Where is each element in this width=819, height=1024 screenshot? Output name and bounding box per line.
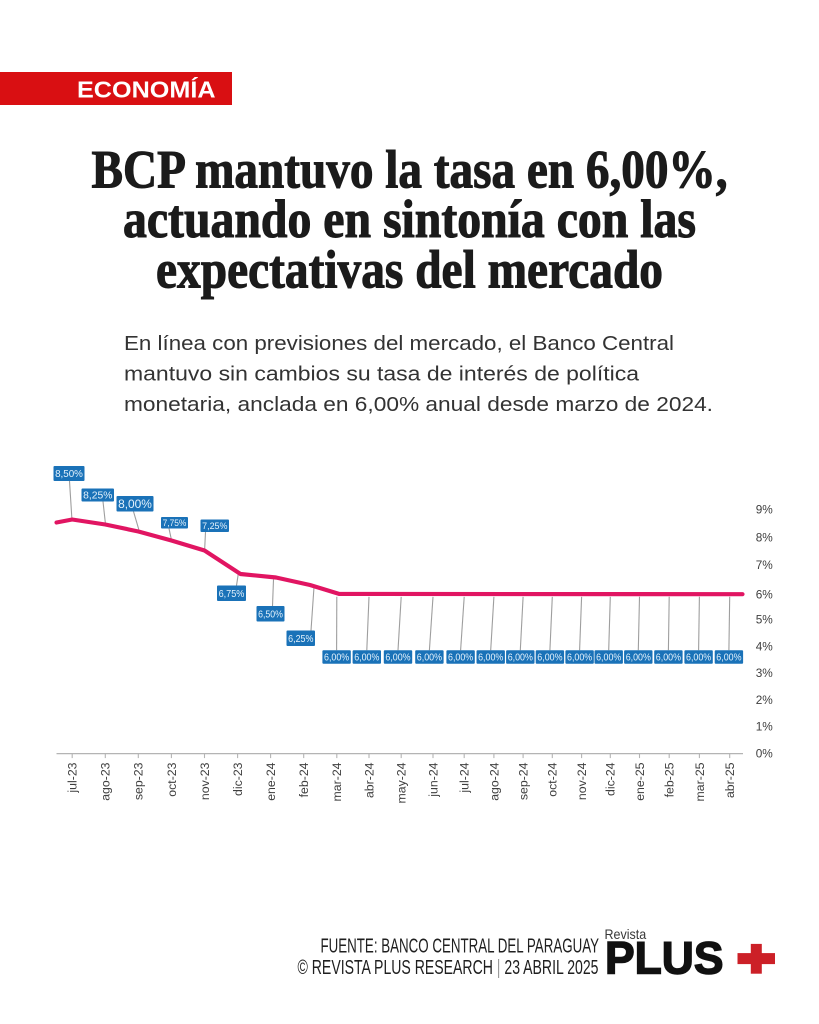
svg-text:expectativas del mercado: expectativas del mercado xyxy=(156,239,663,300)
svg-text:jun-24: jun-24 xyxy=(426,762,440,797)
svg-text:ago-24: ago-24 xyxy=(487,762,501,800)
svg-text:8,00%: 8,00% xyxy=(118,497,152,511)
svg-text:6,00%: 6,00% xyxy=(567,653,592,664)
svg-text:6,00%: 6,00% xyxy=(324,653,349,664)
svg-text:ago-23: ago-23 xyxy=(99,762,113,800)
svg-text:6,00%: 6,00% xyxy=(537,653,562,664)
svg-text:oct-23: oct-23 xyxy=(165,762,179,796)
svg-text:ene-24: ene-24 xyxy=(264,762,278,800)
svg-text:6,00%: 6,00% xyxy=(354,653,379,664)
svg-text:nov-24: nov-24 xyxy=(575,762,589,800)
svg-text:7,75%: 7,75% xyxy=(163,518,187,528)
svg-text:5%: 5% xyxy=(756,613,774,627)
svg-text:abr-25: abr-25 xyxy=(723,762,737,798)
svg-text:abr-24: abr-24 xyxy=(362,762,376,798)
svg-text:1%: 1% xyxy=(756,720,774,734)
svg-text:9%: 9% xyxy=(756,503,774,517)
svg-text:6,00%: 6,00% xyxy=(508,653,533,664)
svg-text:6,00%: 6,00% xyxy=(626,653,651,664)
svg-text:may-24: may-24 xyxy=(395,762,409,803)
svg-text:8%: 8% xyxy=(756,531,774,545)
svg-text:© REVISTA PLUS RESEARCH | 23 A: © REVISTA PLUS RESEARCH | 23 ABRIL 2025 xyxy=(298,956,599,979)
svg-text:actuando en sintonía con las: actuando en sintonía con las xyxy=(123,188,696,249)
svg-text:6,50%: 6,50% xyxy=(258,609,283,620)
svg-text:6,00%: 6,00% xyxy=(448,653,473,664)
svg-text:PLUS: PLUS xyxy=(605,933,724,984)
svg-text:6%: 6% xyxy=(756,588,774,602)
svg-text:jul-24: jul-24 xyxy=(458,762,472,793)
svg-text:3%: 3% xyxy=(756,666,774,680)
svg-text:2%: 2% xyxy=(756,693,774,707)
svg-text:sep-23: sep-23 xyxy=(132,762,146,800)
svg-text:8,50%: 8,50% xyxy=(55,469,83,480)
svg-text:FUENTE: BANCO CENTRAL DEL PARA: FUENTE: BANCO CENTRAL DEL PARAGUAY xyxy=(321,934,600,957)
svg-text:8,25%: 8,25% xyxy=(83,491,113,502)
svg-text:6,25%: 6,25% xyxy=(288,634,313,645)
svg-text:jul-23: jul-23 xyxy=(66,762,80,793)
svg-text:dic-24: dic-24 xyxy=(604,762,618,796)
svg-text:En línea con previsiones del m: En línea con previsiones del mercado, el… xyxy=(124,333,674,355)
svg-text:6,00%: 6,00% xyxy=(596,653,621,664)
svg-text:monetaria, anclada en 6,00% an: monetaria, anclada en 6,00% anual desde … xyxy=(124,394,713,416)
svg-text:7,25%: 7,25% xyxy=(202,521,227,531)
svg-text:mantuvo sin cambios su tasa de: mantuvo sin cambios su tasa de interés d… xyxy=(124,364,640,386)
svg-text:6,00%: 6,00% xyxy=(478,653,503,664)
svg-text:Revista: Revista xyxy=(605,926,647,942)
svg-text:6,00%: 6,00% xyxy=(417,653,442,664)
svg-text:nov-23: nov-23 xyxy=(198,762,212,800)
svg-text:mar-25: mar-25 xyxy=(693,762,707,801)
svg-text:mar-24: mar-24 xyxy=(330,762,344,801)
svg-text:dic-23: dic-23 xyxy=(231,762,245,796)
svg-text:0%: 0% xyxy=(756,746,774,760)
svg-text:ECONOMÍA: ECONOMÍA xyxy=(77,76,216,103)
svg-text:7%: 7% xyxy=(756,558,774,572)
svg-text:feb-25: feb-25 xyxy=(663,762,677,797)
svg-text:BCP mantuvo la tasa en 6,00%,: BCP mantuvo la tasa en 6,00%, xyxy=(92,138,728,199)
svg-text:6,00%: 6,00% xyxy=(656,653,681,664)
svg-text:sep-24: sep-24 xyxy=(517,762,531,800)
svg-text:6,75%: 6,75% xyxy=(219,589,245,600)
svg-text:6,00%: 6,00% xyxy=(686,653,711,664)
svg-text:6,00%: 6,00% xyxy=(716,653,741,664)
svg-text:feb-24: feb-24 xyxy=(297,762,311,797)
svg-text:6,00%: 6,00% xyxy=(385,653,410,664)
svg-text:oct-24: oct-24 xyxy=(546,762,560,796)
svg-text:ene-25: ene-25 xyxy=(633,762,647,800)
svg-text:4%: 4% xyxy=(756,639,774,653)
